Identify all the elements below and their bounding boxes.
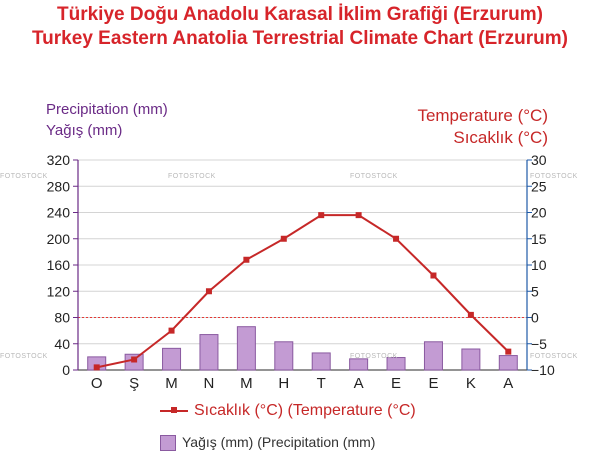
x-tick-label: K <box>466 375 476 392</box>
climate-chart: 0 40 80 120 160 200 240 280 320 −10 −5 0 5 10 15 20 25 30… <box>47 152 555 392</box>
legend-temperature-label: Sıcaklık (°C) (Temperature (°C) <box>194 402 416 419</box>
left-tick-label: 0 <box>62 362 70 378</box>
precipitation-bar <box>349 358 369 371</box>
temperature-point <box>168 327 175 334</box>
x-tick-label: H <box>278 375 289 392</box>
legend-precipitation: Yağış (mm) (Precipitation (mm) <box>160 434 376 452</box>
temperature-point <box>205 288 212 295</box>
x-tick-label: A <box>503 375 513 392</box>
right-tick-label: −10 <box>531 362 555 378</box>
legend-bar-swatch <box>160 435 176 452</box>
x-tick-label: E <box>391 375 401 392</box>
temperature-point <box>131 356 138 363</box>
left-tick-label: 120 <box>47 283 71 299</box>
left-tick-label: 200 <box>47 231 71 247</box>
temperature-point <box>430 272 437 279</box>
watermark: FOTOSTOCK <box>350 353 398 360</box>
precipitation-bar <box>236 326 256 371</box>
temperature-line <box>96 214 509 369</box>
legend-line-swatch <box>160 406 188 413</box>
precipitation-bar <box>162 347 182 371</box>
watermark: FOTOSTOCK <box>0 353 48 360</box>
right-axis-title-turkish: Sıcaklık (°C) <box>453 128 548 147</box>
chart-title-turkish: Türkiye Doğu Anadolu Karasal İklim Grafi… <box>57 4 543 25</box>
legend-temperature: Sıcaklık (°C) (Temperature (°C) <box>160 402 416 420</box>
left-tick-label: 80 <box>54 310 70 326</box>
precipitation-bar <box>199 334 219 371</box>
temperature-point <box>318 212 325 219</box>
watermark: FOTOSTOCK <box>530 353 578 360</box>
watermark: FOTOSTOCK <box>350 173 398 180</box>
temperature-point <box>393 235 400 242</box>
watermark: FOTOSTOCK <box>0 173 48 180</box>
left-tick-label: 320 <box>47 152 71 168</box>
right-tick-label: 10 <box>531 257 547 273</box>
left-axis-title-english: Precipitation (mm) <box>46 101 168 118</box>
watermark: FOTOSTOCK <box>530 173 578 180</box>
precipitation-bar <box>274 341 294 371</box>
right-tick-label: 5 <box>531 283 539 299</box>
x-tick-label: E <box>428 375 438 392</box>
x-tick-label: M <box>165 375 178 392</box>
right-tick-label: −5 <box>531 336 547 352</box>
precipitation-bar <box>498 355 518 371</box>
x-tick-label: O <box>91 375 103 392</box>
precipitation-bar <box>311 352 331 371</box>
right-tick-label: 25 <box>531 178 547 194</box>
left-tick-label: 40 <box>54 336 70 352</box>
temperature-point <box>467 311 474 318</box>
left-tick-label: 160 <box>47 257 71 273</box>
x-tick-label: N <box>204 375 215 392</box>
x-tick-label: T <box>317 375 326 392</box>
temperature-point <box>355 212 362 219</box>
right-tick-label: 30 <box>531 152 547 168</box>
right-tick-label: 20 <box>531 205 547 221</box>
temperature-point <box>280 235 287 242</box>
temperature-point <box>505 348 512 355</box>
right-tick-label: 0 <box>531 310 539 326</box>
temperature-point <box>243 256 250 263</box>
x-tick-label: A <box>354 375 364 392</box>
temperature-point <box>93 364 100 371</box>
precipitation-bar <box>461 348 481 371</box>
x-tick-label: M <box>240 375 253 392</box>
x-tick-label: Ş <box>129 375 139 392</box>
precipitation-bar <box>423 341 443 371</box>
left-tick-label: 240 <box>47 205 71 221</box>
watermark: FOTOSTOCK <box>168 173 216 180</box>
chart-title-english: Turkey Eastern Anatolia Terrestrial Clim… <box>31 28 569 49</box>
right-axis-title-english: Temperature (°C) <box>417 106 548 125</box>
left-tick-label: 280 <box>47 178 71 194</box>
precipitation-bar <box>386 357 406 371</box>
legend-precipitation-label: Yağış (mm) (Precipitation (mm) <box>182 434 376 450</box>
right-tick-label: 15 <box>531 231 547 247</box>
left-axis-title-turkish: Yağış (mm) <box>46 122 123 139</box>
